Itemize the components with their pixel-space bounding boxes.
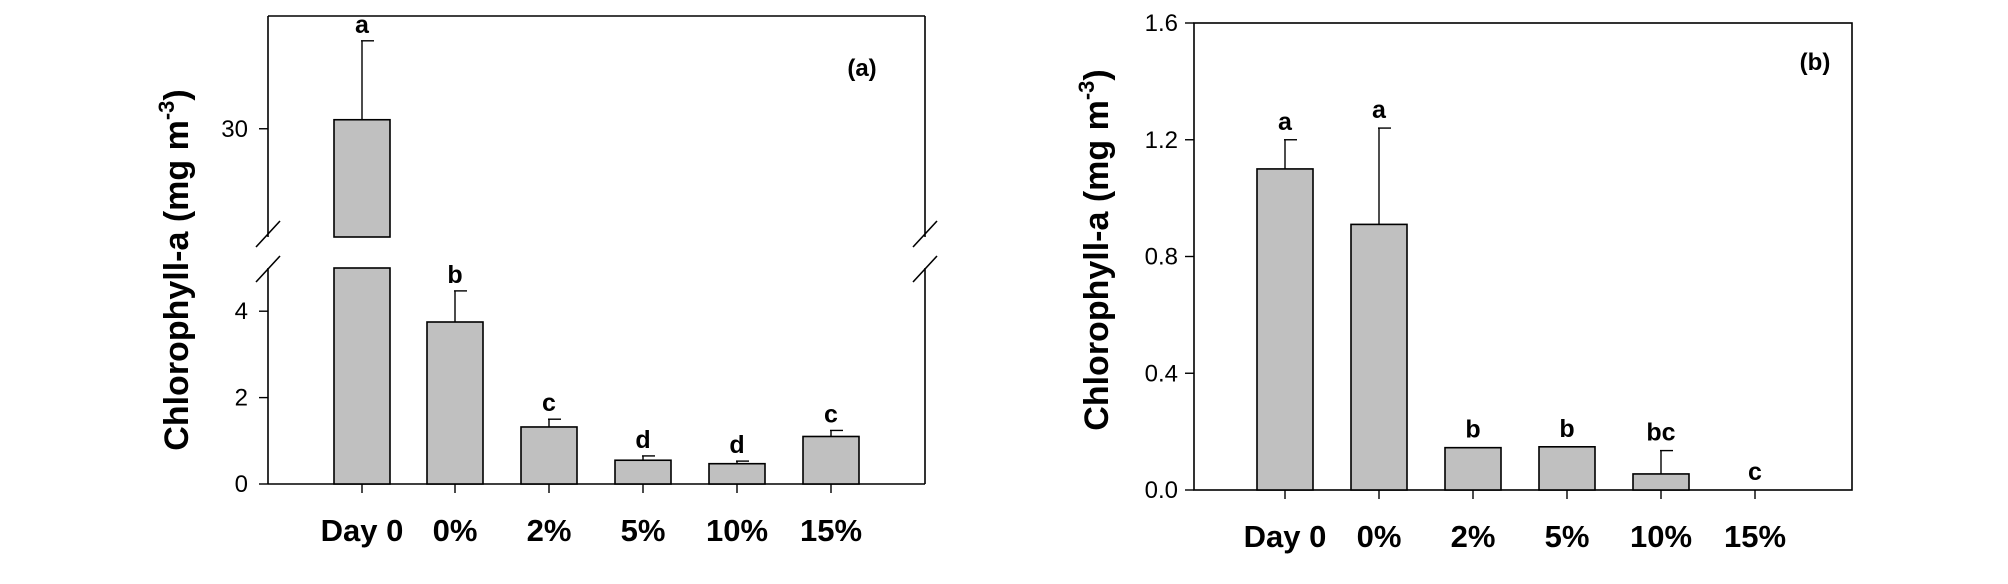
panel-a-category-label: 10%	[706, 513, 768, 548]
panel-b-y-axis-label: Chlorophyll-a (mg m-3)	[1074, 69, 1116, 430]
panel-b-category-label: 10%	[1630, 519, 1692, 554]
panel-b-bar	[1350, 223, 1408, 491]
panel-a-chart: Chlorophyll-a (mg m-3) (a) 0 2 4 30 Day 0 0% 2…	[154, 11, 938, 548]
panel-b-y-tick-label: 0.8	[1145, 244, 1178, 271]
panel-b-bar	[1444, 446, 1502, 491]
panel-a-y-tick-label: 2	[235, 385, 248, 412]
panel-a-significance-label: d	[729, 431, 744, 459]
panel-b-significance-label: c	[1748, 458, 1762, 486]
panel-a-significance-label: d	[635, 426, 650, 454]
panel-b-category-label: Day 0	[1244, 519, 1327, 554]
panel-a-bar	[520, 426, 578, 485]
panel-a-label: (a)	[847, 55, 876, 82]
panel-b-label: (b)	[1800, 49, 1831, 76]
panel-a-bar	[333, 267, 391, 485]
panel-b-category-label: 2%	[1451, 519, 1496, 554]
panel-a-significance-label: b	[447, 261, 462, 289]
panel-b-bar	[1632, 473, 1690, 491]
panel-a-category-label: Day 0	[321, 513, 404, 548]
panel-b-category-label: 0%	[1357, 519, 1402, 554]
panel-b-significance-label: bc	[1646, 419, 1675, 447]
panel-b-significance-label: a	[1278, 108, 1293, 136]
panel-a-y-axis-label: Chlorophyll-a (mg m-3)	[154, 89, 196, 450]
panel-b-chart: Chlorophyll-a (mg m-3) (b) 0.0 0.4 0.8 1.2 1…	[1074, 10, 1853, 554]
panel-b-bar	[1256, 168, 1314, 491]
panel-b-significance-label: a	[1372, 96, 1387, 124]
panel-a-bar	[802, 435, 860, 485]
panel-a-category-label: 5%	[621, 513, 666, 548]
panel-b-significance-label: b	[1559, 415, 1574, 443]
panel-b-significance-label: b	[1465, 416, 1480, 444]
panel-a-axis-break-mark-right	[912, 255, 938, 283]
panel-a-axis-break-mark-right	[912, 220, 938, 248]
panel-a-category-label: 2%	[527, 513, 572, 548]
panel-a-bar	[426, 321, 484, 485]
panel-a-y-tick-label: 0	[235, 471, 248, 498]
panel-b-y-tick-label: 0.0	[1145, 477, 1178, 504]
panel-b-category-label: 15%	[1724, 519, 1786, 554]
panel-a-y-tick-label: 30	[221, 116, 248, 143]
panel-a-y-tick-label: 4	[235, 298, 248, 325]
panel-a-bar	[708, 462, 766, 485]
panel-a-category-label: 15%	[800, 513, 862, 548]
panel-b-y-tick-label: 1.6	[1145, 10, 1178, 37]
panel-b-y-tick-label: 0.4	[1145, 360, 1178, 387]
panel-a-significance-label: a	[355, 11, 370, 39]
panel-a-significance-label: c	[824, 400, 838, 428]
panel-a-significance-label: c	[542, 389, 556, 417]
panel-a-bar	[333, 118, 391, 238]
panel-b-category-label: 5%	[1545, 519, 1590, 554]
panel-a-axis-break-mark-left	[255, 220, 281, 248]
panel-a-bar	[614, 459, 672, 485]
panel-a-axis-break-mark-left	[255, 255, 281, 283]
panel-b-y-tick-label: 1.2	[1145, 127, 1178, 154]
panel-b-bar	[1538, 446, 1596, 491]
panel-a-category-label: 0%	[433, 513, 478, 548]
